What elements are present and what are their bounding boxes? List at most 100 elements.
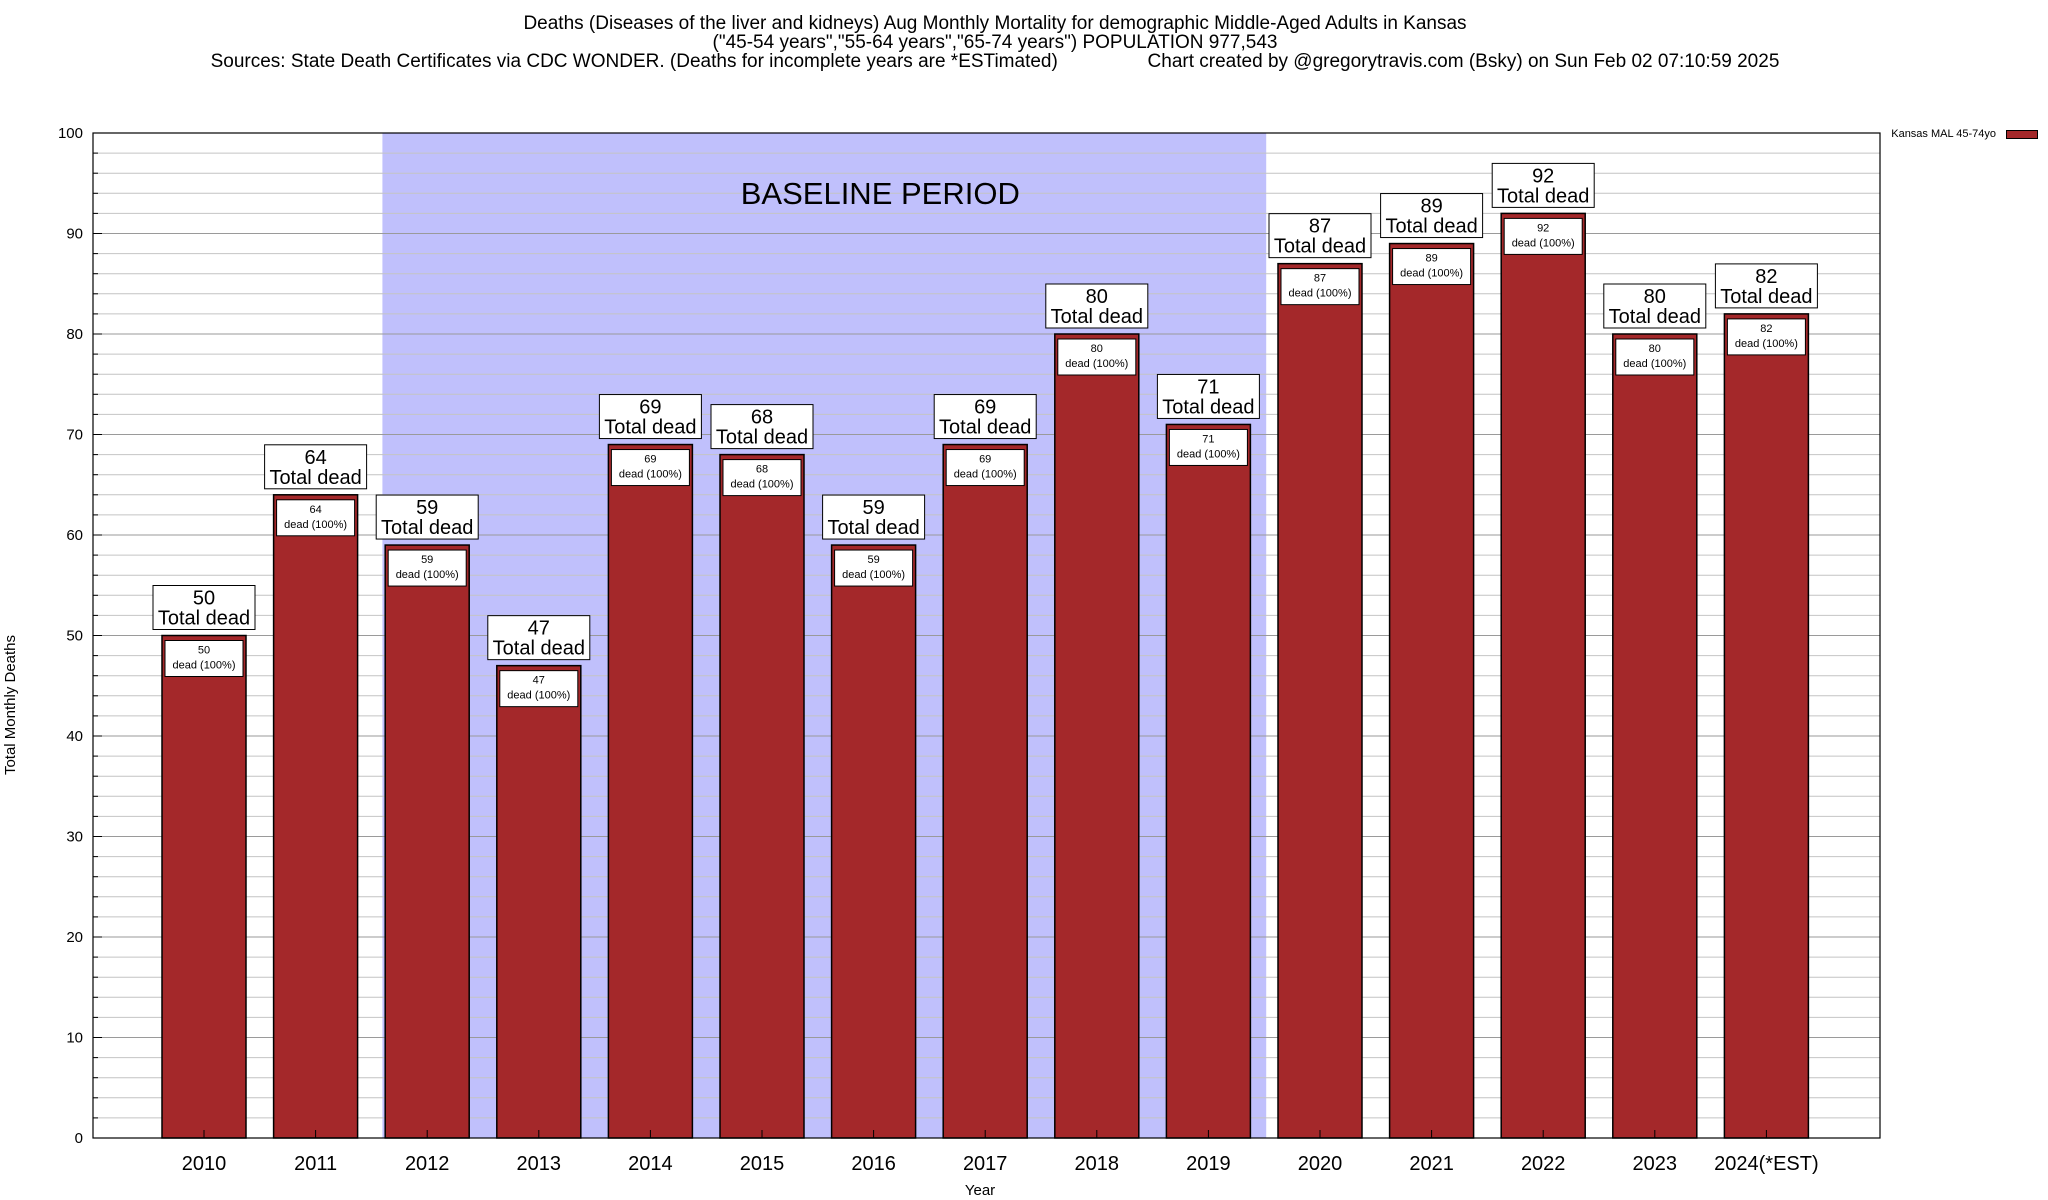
x-tick-label: 2014 [628,1153,673,1175]
bar-inner-label-box [1503,217,1583,255]
x-tick-label: 2015 [740,1153,785,1175]
bar-top-label-box [375,494,479,540]
bar-inner-pct: dead (100%) [619,469,682,481]
x-axis-label: Year [964,1182,996,1199]
bar-value-label: 64 [304,447,326,469]
bar-value-label: 82 [1755,266,1777,288]
bar-top-label-box [487,615,591,661]
y-tick-label: 20 [66,929,83,946]
bar-total-label: Total dead [1497,185,1589,207]
x-tick-label: 2022 [1521,1153,1566,1175]
bar-inner-pct: dead (100%) [1065,358,1128,370]
bar-inner-value: 47 [533,675,545,687]
bar-inner-pct: dead (100%) [1177,448,1240,460]
baseline-period-label: BASELINE PERIOD [741,176,1020,211]
bar-total-label: Total dead [493,638,585,660]
bar-inner-pct: dead (100%) [1623,358,1686,370]
bar-inner-label-box [834,549,914,587]
bar-value-label: 87 [1309,216,1331,238]
bar-total-label: Total dead [1720,286,1812,308]
bar-total-label: Total dead [604,417,696,439]
bar-value-label: 80 [1644,286,1666,308]
bar-inner-value: 59 [421,554,433,566]
bar-inner-value: 59 [867,554,879,566]
bar [1277,262,1363,1139]
legend: Kansas MAL 45-74yo [1891,128,2038,140]
bar [719,453,805,1139]
bar-inner-label-box [1392,248,1472,286]
bar-inner-label-box [722,459,802,497]
bar-inner-label-box [1615,338,1695,376]
bar-value-label: 80 [1086,286,1108,308]
y-tick-label: 40 [66,728,83,745]
bar-inner-pct: dead (100%) [731,479,794,491]
y-tick-label: 10 [66,1030,83,1047]
chart-title: Deaths (Diseases of the liver and kidney… [0,14,1990,71]
bar-top-label-box [152,585,256,630]
bar [942,443,1028,1139]
bar-top-label-box [1156,373,1260,419]
bar-top-label-box [1268,213,1372,259]
bar-total-label: Total dead [1162,396,1254,418]
bar-inner-value: 64 [309,504,321,516]
bar-value-label: 59 [416,497,438,519]
bar-inner-value: 69 [979,454,991,466]
bar-inner-pct: dead (100%) [1735,338,1798,350]
bar-top-label-box [1380,193,1484,239]
y-tick-label: 90 [66,226,83,243]
bar-inner-pct: dead (100%) [396,569,459,581]
bar-inner-pct: dead (100%) [1289,288,1352,300]
bar-top-label-box [710,404,814,450]
bar-inner-label-box [1726,318,1806,356]
bar [830,544,917,1139]
bar [161,634,247,1139]
bar-inner-pct: dead (100%) [842,569,905,581]
y-tick-label: 30 [66,829,83,846]
bar-top-label-box [822,494,926,540]
bar-inner-value: 71 [1202,433,1214,445]
legend-swatch [2006,129,2038,139]
bar-total-label: Total dead [158,608,250,630]
bar-inner-pct: dead (100%) [954,469,1017,481]
bar [272,494,359,1139]
bar-value-label: 89 [1420,196,1442,218]
title-line-2: ("45-54 years","55-64 years","65-74 year… [712,32,1278,53]
bar-total-label: Total dead [1609,306,1701,328]
x-tick-label: 2011 [294,1153,337,1175]
bar-value-label: 68 [751,407,773,429]
bar-inner-pct: dead (100%) [173,660,236,672]
bar-top-label-box [1491,162,1595,208]
y-tick-label: 100 [58,125,83,142]
x-tick-label: 2019 [1186,1153,1231,1175]
y-tick-label: 80 [66,326,83,343]
bar-inner-label-box [610,449,690,487]
bar [607,443,694,1139]
x-tick-label: 2013 [517,1153,562,1175]
bar-inner-label-box [1168,428,1248,466]
bar-inner-value: 68 [756,464,768,476]
bar-inner-label-box [276,499,356,537]
bar-inner-value: 50 [198,645,210,657]
x-tick-label: 2017 [963,1153,1008,1175]
bar-inner-label-box [164,640,244,677]
bar-value-label: 69 [974,397,996,419]
bar-value-label: 69 [639,397,661,419]
bar [1165,423,1252,1139]
bar-top-label-box [1603,283,1707,329]
bar-inner-value: 92 [1537,222,1549,234]
bar-top-label-box [598,394,702,440]
bar-total-label: Total dead [716,427,808,449]
bar-total-label: Total dead [1385,216,1477,238]
bar [1388,242,1475,1139]
bar [1054,333,1140,1139]
bar-inner-label-box [499,670,579,708]
x-tick-label: 2012 [405,1153,450,1175]
bar-inner-pct: dead (100%) [284,519,347,531]
bar-inner-pct: dead (100%) [1400,268,1463,280]
bar-total-label: Total dead [939,417,1031,439]
y-tick-label: 70 [66,427,83,444]
x-tick-label: 2020 [1298,1153,1343,1175]
bar [1723,313,1810,1139]
y-tick-label: 60 [66,527,83,544]
bar-value-label: 71 [1197,376,1219,398]
